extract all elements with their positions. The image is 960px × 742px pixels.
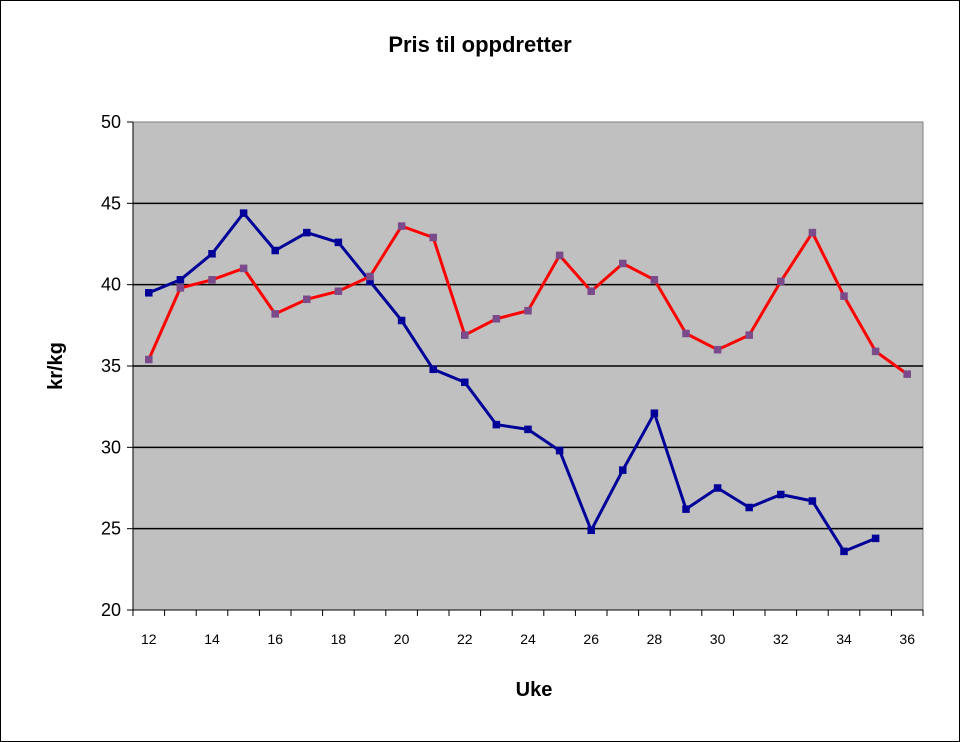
- data-point: [777, 490, 785, 499]
- data-point: [524, 306, 532, 315]
- series-line: [148, 211, 877, 553]
- data-point: [871, 534, 880, 543]
- series-1: [145, 209, 880, 556]
- y-tick-label: 20: [101, 600, 121, 620]
- data-point: [587, 287, 595, 295]
- data-point: [840, 292, 848, 300]
- data-point: [808, 228, 817, 237]
- data-point: [492, 420, 501, 429]
- x-tick-label: 28: [647, 631, 663, 647]
- y-axis: 20 25 30 35 40 45 50: [101, 112, 134, 620]
- data-point: [208, 250, 216, 258]
- data-point: [745, 503, 753, 512]
- x-axis-label: Uke: [516, 679, 553, 701]
- data-point: [429, 365, 437, 374]
- x-tick-label: 18: [331, 631, 347, 647]
- y-tick-label: 50: [101, 112, 121, 132]
- data-point: [555, 446, 564, 455]
- data-point: [334, 238, 343, 247]
- data-point: [650, 276, 659, 284]
- x-tick-label: 34: [836, 631, 852, 647]
- data-point: [682, 505, 690, 513]
- x-tick-label: 24: [520, 631, 536, 647]
- gridlines: [133, 202, 923, 530]
- series-2: [145, 222, 911, 378]
- data-point: [713, 345, 722, 354]
- data-point: [366, 272, 374, 281]
- data-point: [303, 295, 311, 304]
- data-point: [682, 329, 690, 338]
- y-axis-label: kr/kg: [45, 342, 67, 390]
- data-point: [145, 355, 153, 364]
- data-point: [461, 331, 469, 339]
- data-point: [239, 209, 248, 217]
- data-point: [808, 497, 817, 505]
- y-tick-label: 30: [101, 437, 121, 457]
- data-point: [334, 287, 343, 295]
- x-tick-label: 22: [457, 631, 473, 647]
- data-point: [745, 331, 753, 339]
- x-tick-label: 12: [141, 631, 157, 647]
- x-tick-label: 30: [710, 631, 726, 647]
- y-tick-label: 25: [101, 519, 121, 539]
- data-point: [524, 425, 532, 434]
- data-point: [619, 466, 627, 474]
- data-point: [397, 316, 406, 325]
- data-point: [429, 233, 437, 242]
- data-point: [303, 228, 311, 237]
- data-point: [555, 251, 564, 260]
- x-tick-label: 14: [204, 631, 220, 647]
- x-tick-label: 26: [583, 631, 599, 647]
- data-point: [871, 347, 880, 356]
- x-axis: 12 14 16 18 20 22 24 26 28 30 32 34 36: [132, 609, 924, 647]
- x-tick-label: 36: [899, 631, 915, 647]
- data-point: [492, 315, 501, 323]
- chart-title: Pris til oppdretter: [388, 32, 572, 57]
- y-tick-label: 40: [101, 275, 121, 295]
- data-point: [713, 484, 722, 492]
- data-point: [176, 284, 185, 292]
- x-tick-label: 32: [773, 631, 789, 647]
- data-point: [903, 370, 911, 378]
- data-point: [145, 289, 153, 297]
- data-point: [397, 222, 406, 230]
- data-point: [271, 310, 279, 318]
- data-point: [461, 378, 469, 387]
- data-point: [777, 277, 785, 286]
- data-point: [650, 409, 659, 417]
- series-group: [145, 209, 911, 556]
- y-tick-label: 45: [101, 193, 121, 213]
- data-point: [208, 276, 216, 284]
- data-point: [619, 259, 627, 268]
- y-tick-label: 35: [101, 356, 121, 376]
- data-point: [239, 264, 248, 273]
- data-point: [176, 276, 185, 284]
- data-point: [271, 246, 279, 255]
- data-point: [587, 526, 595, 535]
- data-point: [840, 547, 848, 556]
- x-tick-label: 20: [394, 631, 410, 647]
- x-tick-label: 16: [267, 631, 283, 647]
